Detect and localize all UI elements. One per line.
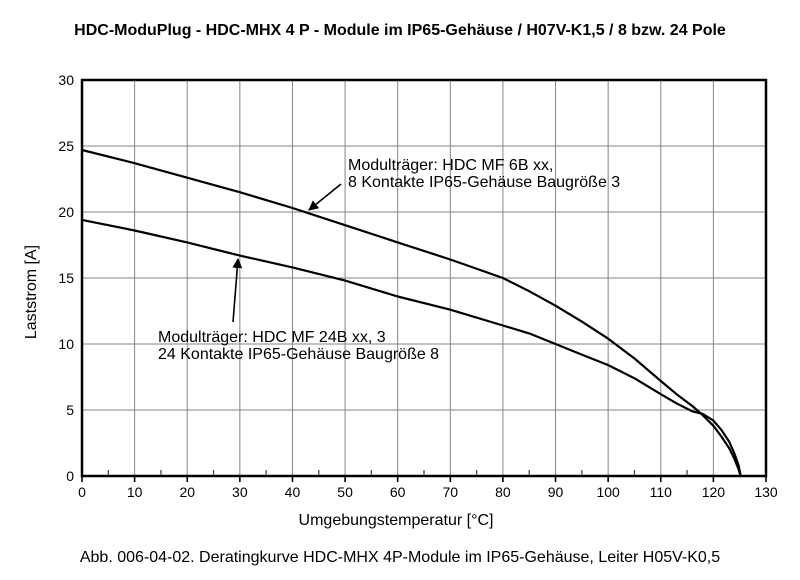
annotation-series-6b: Modulträger: HDC MF 6B xx, 8 Kontakte IP… xyxy=(348,157,621,191)
x-tick-label: 60 xyxy=(390,484,406,500)
y-tick-label: 20 xyxy=(58,204,74,220)
x-axis-label: Umgebungstemperatur [°C] xyxy=(298,512,494,529)
x-tick-label: 0 xyxy=(78,484,86,500)
figure-caption: Abb. 006-04-02. Deratingkurve HDC-MHX 4P… xyxy=(79,549,721,566)
x-tick-label: 100 xyxy=(596,484,620,500)
y-tick-label: 0 xyxy=(66,468,74,484)
y-tick-label: 30 xyxy=(58,72,74,88)
y-tick-label: 15 xyxy=(58,270,74,286)
x-tick-label: 90 xyxy=(548,484,564,500)
x-tick-label: 10 xyxy=(127,484,143,500)
y-axis-label: Laststrom [A] xyxy=(23,244,40,340)
x-tick-label: 30 xyxy=(232,484,248,500)
annotation-series-24b: Modulträger: HDC MF 24B xx, 3 24 Kontakt… xyxy=(158,329,440,363)
x-tick-label: 50 xyxy=(337,484,353,500)
annotation-arrow-0 xyxy=(308,183,342,211)
page-title: HDC-ModuPlug - HDC-MHX 4 P - Module im I… xyxy=(74,22,726,39)
annotation-line: Modulträger: HDC MF 24B xx, 3 xyxy=(158,329,386,346)
x-tick-label: 70 xyxy=(443,484,459,500)
y-tick-label: 5 xyxy=(66,402,74,418)
x-tick-label: 20 xyxy=(179,484,195,500)
x-tick-label: 110 xyxy=(650,484,673,500)
x-tick-label: 130 xyxy=(754,484,778,500)
annotation-line: 8 Kontakte IP65-Gehäuse Baugröße 3 xyxy=(348,173,621,191)
plot-border xyxy=(80,78,768,478)
x-tick-label: 40 xyxy=(285,484,301,500)
annotation-line: Modulträger: HDC MF 6B xx, xyxy=(348,157,554,174)
annotation-arrow-1 xyxy=(232,258,243,323)
annotation-line: 24 Kontakte IP65-Gehäuse Baugröße 8 xyxy=(158,345,440,363)
curve-series-0 xyxy=(80,148,742,478)
y-tick-label: 25 xyxy=(58,138,74,154)
x-tick-label: 120 xyxy=(702,484,726,500)
y-tick-label: 10 xyxy=(58,336,74,352)
x-tick-label: 80 xyxy=(495,484,511,500)
curve-series-1 xyxy=(80,218,742,478)
